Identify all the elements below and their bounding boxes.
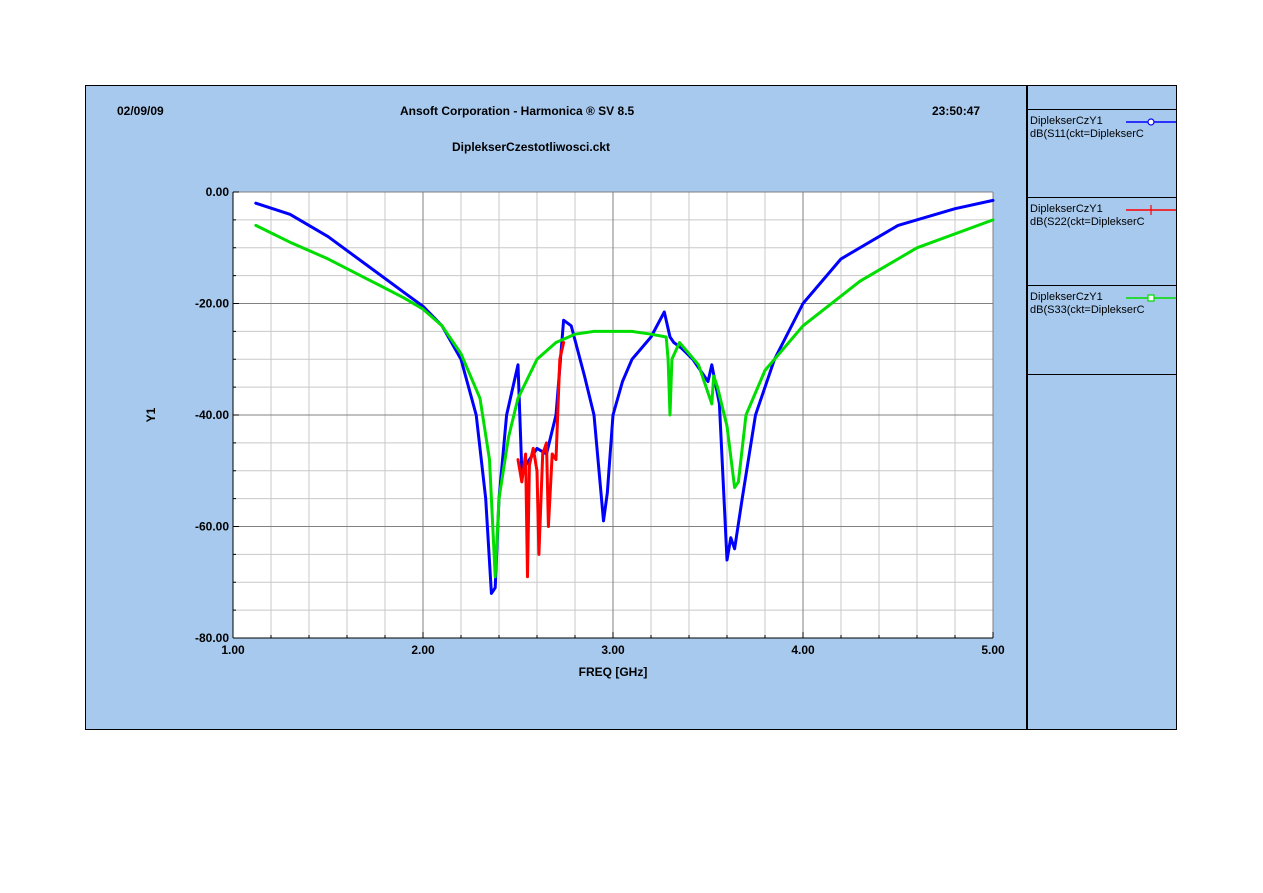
- series-line-s33: [254, 218, 995, 579]
- legend-entry-s33: DiplekserCzY1 dB(S33(ckt=DiplekserC: [1030, 291, 1176, 317]
- x-tick-label: 4.00: [791, 643, 815, 657]
- legend-plus-swatch-icon: [1126, 205, 1176, 215]
- legend-name: DiplekserCzY1: [1030, 203, 1103, 215]
- legend-circle-swatch-icon: [1126, 118, 1176, 126]
- y-tick-label: -40.00: [195, 408, 229, 422]
- legend-entry-s22: DiplekserCzY1 dB(S22(ckt=DiplekserC: [1030, 203, 1176, 229]
- x-tick-label: 2.00: [411, 643, 435, 657]
- filename-label: DiplekserCzestotliwosci.ckt: [452, 140, 611, 154]
- y-tick-label: 0.00: [206, 185, 230, 199]
- legend-separator: [1028, 109, 1177, 110]
- legend-separator: [1028, 197, 1177, 198]
- series-line-s22: [516, 341, 566, 579]
- legend-expr: dB(S22(ckt=DiplekserC: [1030, 216, 1145, 228]
- legend-expr: dB(S11(ckt=DiplekserC: [1030, 128, 1144, 140]
- legend-separator: [1028, 285, 1177, 286]
- legend-name: DiplekserCzY1: [1030, 291, 1103, 303]
- legend-divider: [1026, 85, 1028, 730]
- x-tick-label: 5.00: [981, 643, 1005, 657]
- company-title: Ansoft Corporation - Harmonica ® SV 8.5: [400, 104, 635, 118]
- time-label: 23:50:47: [932, 104, 981, 118]
- legend-expr: dB(S33(ckt=DiplekserC: [1030, 304, 1145, 316]
- date-label: 02/09/09: [117, 104, 164, 118]
- x-axis-label: FREQ [GHz]: [579, 665, 648, 679]
- x-tick-label: 3.00: [601, 643, 625, 657]
- series-line-s11: [254, 198, 995, 595]
- x-tick-label: 1.00: [221, 643, 245, 657]
- y-tick-label: -20.00: [195, 297, 229, 311]
- y-tick-label: -60.00: [195, 520, 229, 534]
- legend-separator: [1028, 374, 1177, 375]
- y-tick-label: -80.00: [195, 631, 229, 645]
- legend-square-swatch-icon: [1126, 294, 1176, 302]
- legend-entry-s11: DiplekserCzY1 dB(S11(ckt=DiplekserC: [1030, 115, 1176, 141]
- legend-name: DiplekserCzY1: [1030, 115, 1103, 127]
- y-axis-label: Y1: [144, 407, 158, 422]
